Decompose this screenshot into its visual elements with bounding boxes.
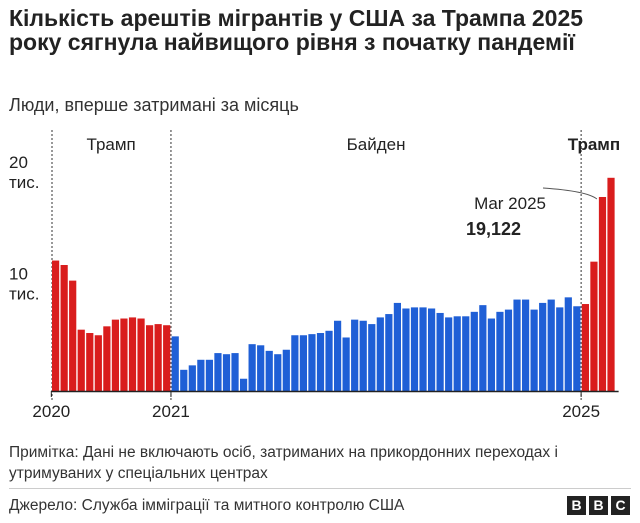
bar xyxy=(120,318,128,391)
y-tick-label: тис. xyxy=(9,173,40,192)
footer-divider xyxy=(9,488,631,489)
bar xyxy=(496,311,504,391)
annotation-connector xyxy=(542,187,598,200)
bar xyxy=(530,309,538,391)
bar xyxy=(103,326,111,391)
bar xyxy=(188,365,196,391)
bar xyxy=(282,349,290,391)
period-label: Трамп xyxy=(568,135,620,154)
bar xyxy=(60,265,68,391)
bar xyxy=(214,353,222,391)
bar xyxy=(69,280,77,391)
bar xyxy=(291,335,299,391)
bar xyxy=(274,354,282,391)
bar xyxy=(52,260,60,391)
bar xyxy=(359,320,367,391)
bar xyxy=(205,359,214,391)
bar xyxy=(222,354,231,391)
bar xyxy=(453,316,461,391)
bar xyxy=(487,318,495,391)
bar xyxy=(239,378,248,391)
annotation-value: 19,122 xyxy=(466,219,521,239)
y-tick-label: 10 xyxy=(9,265,28,284)
y-tick-label: тис. xyxy=(9,285,40,304)
bar xyxy=(479,305,487,391)
bar xyxy=(308,334,316,391)
bar xyxy=(111,319,120,391)
bar xyxy=(368,324,376,391)
bar xyxy=(163,325,171,391)
bar xyxy=(86,333,94,391)
bar xyxy=(137,318,145,391)
bar xyxy=(171,336,179,391)
bar xyxy=(436,312,444,391)
bar xyxy=(504,309,513,391)
bar xyxy=(299,335,308,391)
bar xyxy=(231,353,239,391)
bar xyxy=(427,308,436,391)
bar xyxy=(445,317,453,391)
bar xyxy=(342,337,350,391)
bar xyxy=(316,333,325,391)
bar xyxy=(146,325,154,391)
bar xyxy=(248,344,256,391)
bar xyxy=(419,307,427,392)
bar xyxy=(128,317,137,391)
bbc-logo-letter: B xyxy=(589,496,608,515)
bar xyxy=(180,369,188,391)
bar xyxy=(333,320,342,391)
bar xyxy=(590,261,598,391)
period-label: Трамп xyxy=(87,135,136,154)
bar xyxy=(539,302,547,391)
bar xyxy=(197,359,205,391)
x-tick-label: 2021 xyxy=(152,402,190,421)
bar xyxy=(607,177,615,391)
bar xyxy=(573,306,581,391)
bar xyxy=(265,350,273,391)
chart-subtitle: Люди, вперше затримані за місяць xyxy=(9,95,299,115)
bbc-logo: B B C xyxy=(567,496,630,515)
bar xyxy=(410,307,419,392)
bar xyxy=(94,335,102,391)
bar xyxy=(393,302,401,391)
x-tick-label: 2020 xyxy=(32,402,70,421)
bbc-logo-letter: C xyxy=(611,496,630,515)
bar xyxy=(376,317,384,391)
bbc-logo-letter: B xyxy=(567,496,586,515)
bar xyxy=(513,299,521,391)
bar xyxy=(564,297,572,391)
annotation-month: Mar 2025 xyxy=(474,194,546,213)
bar xyxy=(581,304,589,391)
bar xyxy=(598,196,607,391)
bar xyxy=(257,345,265,391)
bar xyxy=(351,319,359,391)
x-tick-label: 2025 xyxy=(562,402,600,421)
bar xyxy=(402,308,410,391)
bar xyxy=(325,330,333,391)
chart-note: Примітка: Дані не включають осіб, затрим… xyxy=(9,444,558,482)
bar xyxy=(556,307,564,392)
bar xyxy=(547,299,555,391)
bar xyxy=(385,314,393,391)
y-tick-label: 20 xyxy=(9,153,28,172)
bar xyxy=(470,311,478,391)
bar xyxy=(154,324,162,391)
period-label: Байден xyxy=(347,135,406,154)
bar xyxy=(462,316,470,391)
bar xyxy=(521,299,530,391)
bar xyxy=(77,329,85,391)
source-text: Джерело: Служба імміграції та митного ко… xyxy=(9,497,405,514)
chart-title: Кількість арештів мігрантів у США за Тра… xyxy=(9,5,584,55)
